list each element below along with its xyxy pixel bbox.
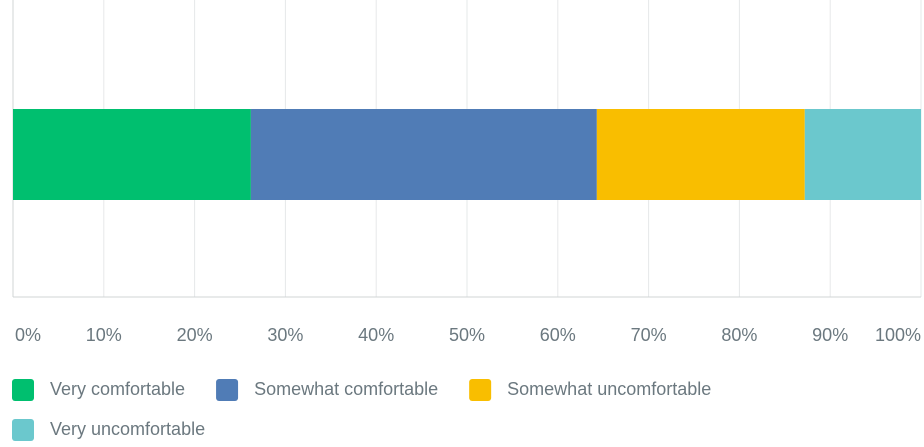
x-tick-label: 50% <box>449 325 485 345</box>
legend-swatch <box>12 379 34 401</box>
x-tick-label: 90% <box>812 325 848 345</box>
x-tick-label: 40% <box>358 325 394 345</box>
legend-label: Somewhat comfortable <box>254 379 438 399</box>
legend-label: Somewhat uncomfortable <box>507 379 711 399</box>
bar-segment <box>596 109 805 200</box>
legend-swatch <box>12 419 34 441</box>
bar-segment <box>250 109 597 200</box>
x-tick-label: 80% <box>721 325 757 345</box>
legend-label: Very uncomfortable <box>50 419 205 439</box>
x-tick-label: 20% <box>177 325 213 345</box>
legend-swatch <box>216 379 239 401</box>
bar-segment <box>13 109 251 200</box>
x-tick-label: 70% <box>631 325 667 345</box>
x-tick-label: 30% <box>267 325 303 345</box>
x-tick-label: 10% <box>86 325 122 345</box>
legend-swatch <box>469 379 492 401</box>
x-tick-label: 60% <box>540 325 576 345</box>
legend-label: Very comfortable <box>50 379 185 399</box>
x-tick-label: 100% <box>875 325 921 345</box>
bar-segment <box>804 109 921 200</box>
x-tick-label: 0% <box>15 325 41 345</box>
